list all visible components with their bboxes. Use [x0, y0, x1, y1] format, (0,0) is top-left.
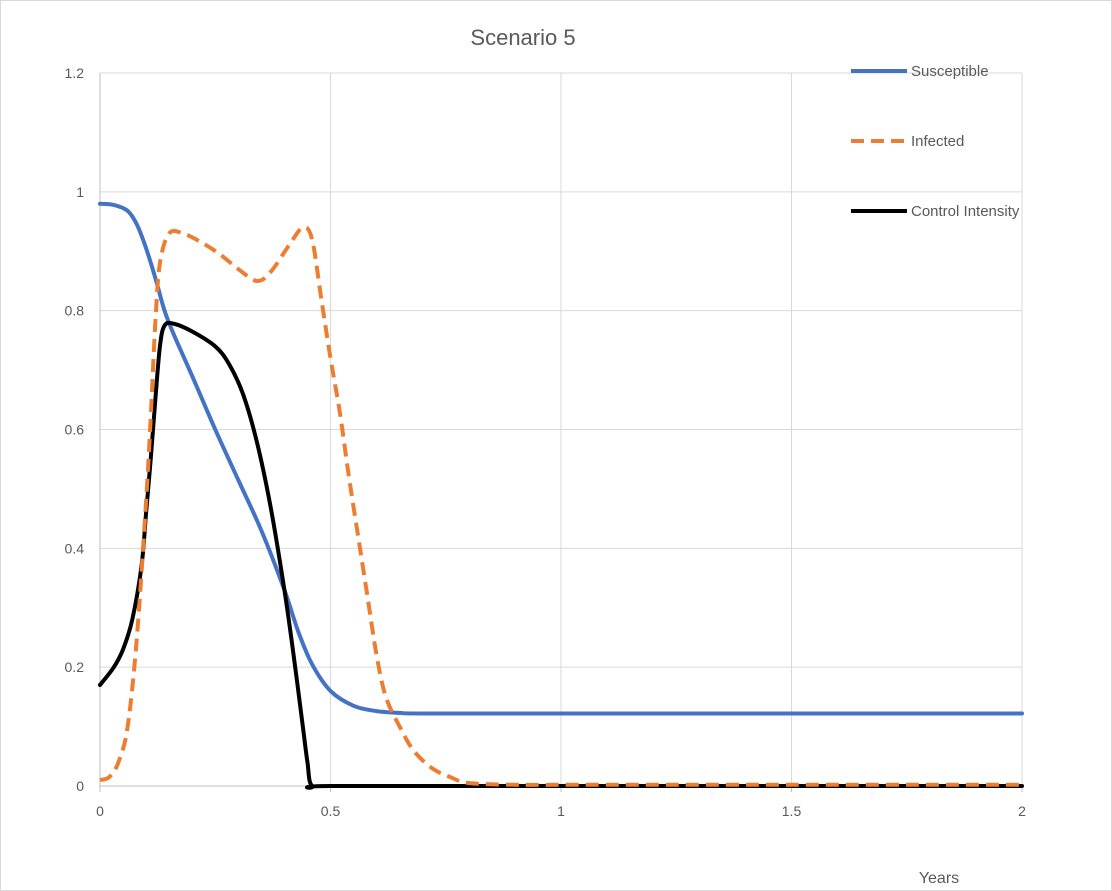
legend-label-susceptible: Susceptible — [911, 63, 989, 80]
x-tick-label: 2 — [1018, 803, 1026, 819]
legend-label-control-intensity: Control Intensity — [911, 203, 1020, 220]
series-lines — [98, 201, 1024, 790]
gridlines — [100, 72, 1023, 786]
x-axis-title: Years — [919, 870, 959, 887]
legend: Susceptible Infected Control Intensity — [851, 63, 1020, 220]
axes: 0 0.2 0.4 0.6 0.8 1 1.2 0 0.5 1 1.5 2 — [65, 65, 1027, 819]
y-tick-label: 0.2 — [65, 659, 85, 675]
y-tick-label: 0.6 — [65, 422, 85, 438]
y-tick-label: 0.4 — [65, 540, 85, 556]
y-tick-label: 0 — [76, 778, 84, 794]
x-tick-label: 0 — [96, 803, 104, 819]
y-tick-label: 0.8 — [65, 303, 85, 319]
chart-title: Scenario 5 — [470, 25, 575, 50]
x-tick-label: 0.5 — [321, 803, 341, 819]
x-tick-label: 1 — [557, 803, 565, 819]
legend-label-infected: Infected — [911, 133, 964, 150]
y-tick-label: 1.2 — [65, 65, 85, 81]
series-line-infected — [99, 225, 1022, 787]
y-tick-label: 1 — [76, 184, 84, 200]
x-tick-label: 1.5 — [782, 803, 802, 819]
